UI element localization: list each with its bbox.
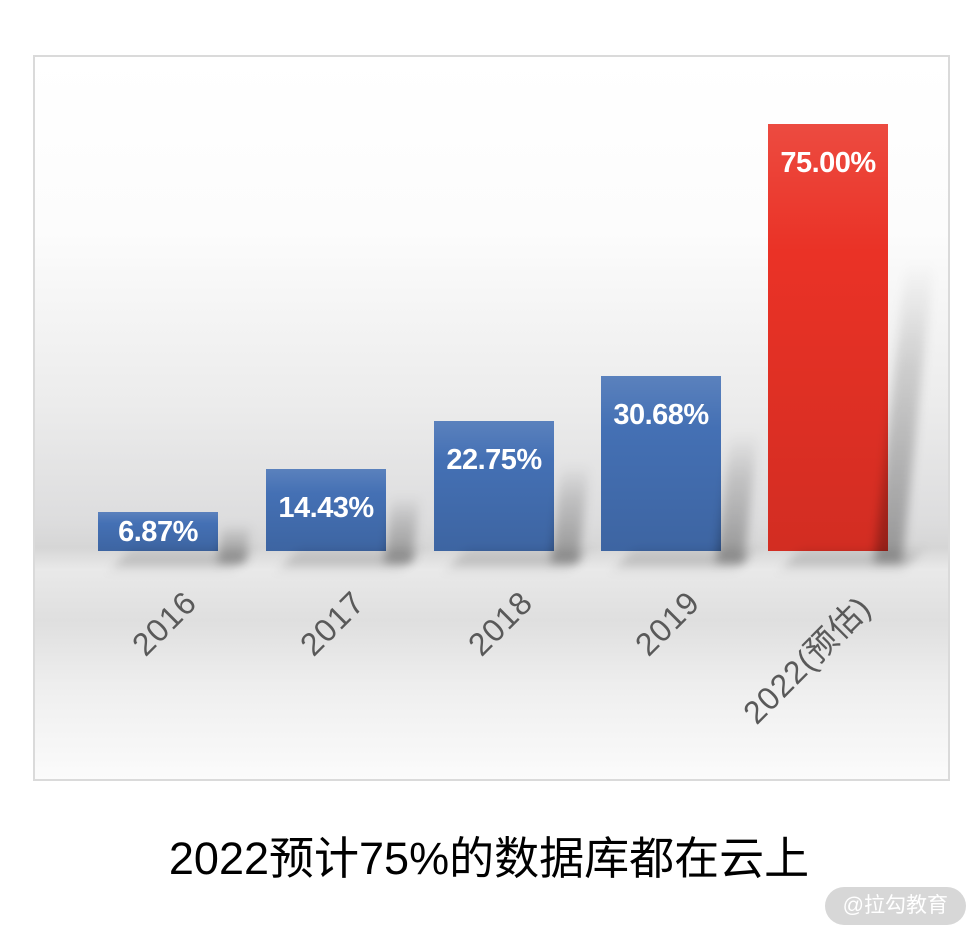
bar-value-label: 22.75% [446,444,542,476]
bar-2022(预估): 75.00% [768,124,888,551]
bar-value-label: 30.68% [613,399,709,431]
x-axis-label: 2016 [124,584,204,663]
x-axis-label: 2018 [460,584,540,663]
watermark-badge: @拉勾教育 [824,887,966,925]
bar-value-label: 75.00% [780,147,876,179]
x-axis-label: 2017 [292,584,372,663]
bar-value-label: 14.43% [278,492,374,524]
bar-2017: 14.43% [266,469,386,551]
watermark-text: @拉勾教育 [842,894,948,917]
bar-2018: 22.75% [434,421,554,551]
chart-title: 2022预计75%的数据库都在云上 [168,833,810,884]
bar-value-label: 6.87% [118,516,198,548]
bar-2019: 30.68% [601,376,721,551]
chart-plot-area: 6.87% 2016 14.43% 2017 22.75% 2018 30.68% 2019 7… [33,55,950,781]
bar-2016: 6.87% [98,512,218,551]
x-axis-label: 2019 [627,584,707,663]
x-axis-label: 2022(预估) [736,588,879,731]
